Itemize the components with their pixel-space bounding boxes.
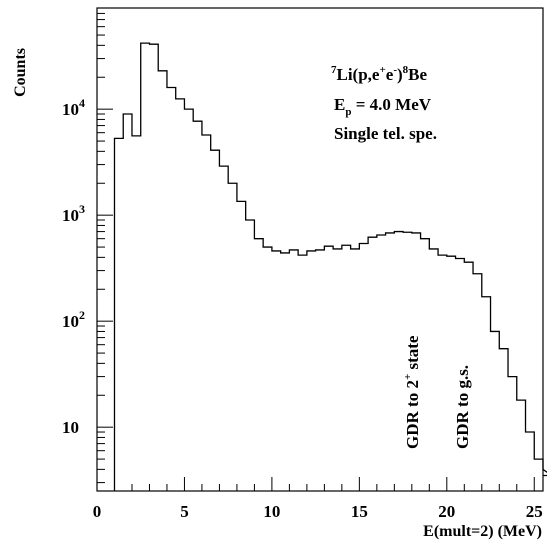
note-label: Single tel. spe. xyxy=(334,124,437,143)
x-tick-label: 0 xyxy=(93,502,102,521)
reaction-end: Be xyxy=(408,65,427,84)
reaction-sup4: 8 xyxy=(403,64,409,76)
y-tick-exponent: 3 xyxy=(79,202,85,216)
gdr-state-rest: state xyxy=(403,335,422,374)
gdr-gs-label: GDR to g.s. xyxy=(453,365,472,449)
y-tick-exponent: 4 xyxy=(79,96,85,110)
y-tick-exponent: 2 xyxy=(79,308,85,322)
plot-frame xyxy=(96,7,544,492)
x-tick-label: 5 xyxy=(180,502,189,521)
energy-sub: p xyxy=(345,106,351,118)
histogram-series xyxy=(113,42,547,491)
y-tick-base: 10 xyxy=(62,418,79,437)
reaction-mid: e xyxy=(386,65,394,84)
reaction-close: ) xyxy=(397,65,403,84)
x-tick-label: 25 xyxy=(526,502,543,521)
x-axis-ticks: 0 5 10 15 20 25 xyxy=(93,477,543,521)
x-axis-title: E(mult=2) (MeV) xyxy=(423,523,542,540)
y-tick-base: 10 xyxy=(62,312,79,331)
reaction-main: Li(p,e xyxy=(337,65,380,84)
x-tick-label: 15 xyxy=(351,502,368,521)
energy-label: Ep = 4.0 MeV xyxy=(334,95,432,118)
energy-main: E xyxy=(334,95,345,114)
reaction-label: 7Li(p,e+e-)8Be xyxy=(331,64,427,84)
y-axis-title: Counts xyxy=(12,48,29,97)
y-tick-label: 103 xyxy=(62,202,85,225)
gdr-state-sup: + xyxy=(402,374,414,380)
y-tick-label: 10 xyxy=(62,418,79,437)
y-tick-base: 10 xyxy=(62,100,79,119)
reaction-sup1: 7 xyxy=(331,64,337,76)
y-tick-label: 102 xyxy=(62,308,85,331)
x-tick-label: 10 xyxy=(263,502,280,521)
gdr-state-main: GDR to 2 xyxy=(403,380,422,449)
y-tick-base: 10 xyxy=(62,206,79,225)
energy-rest: = 4.0 MeV xyxy=(351,95,431,114)
reaction-sup2: + xyxy=(379,64,385,76)
gdr-state-label: GDR to 2+ state xyxy=(402,335,422,449)
y-tick-label: 104 xyxy=(62,96,85,119)
x-tick-label: 20 xyxy=(438,502,455,521)
reaction-sup3: - xyxy=(393,64,397,76)
